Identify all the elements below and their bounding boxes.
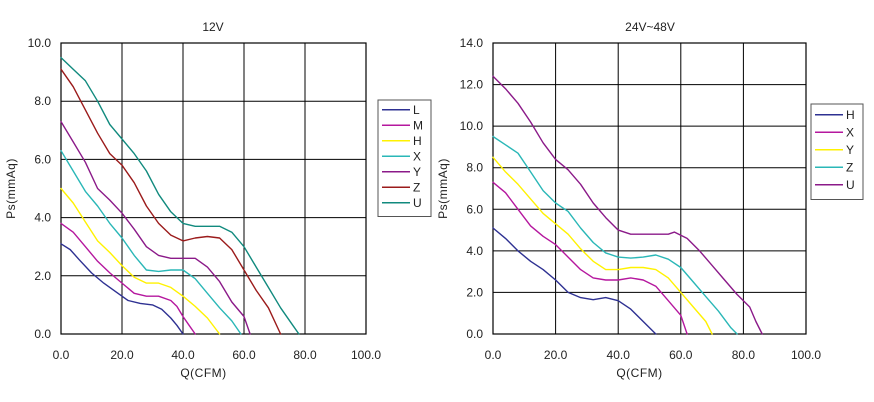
chart1-legend-label-l: L <box>413 103 420 117</box>
chart1-legend-label-z: Z <box>413 180 420 194</box>
chart2-x-tick-label: 40.0 <box>607 348 631 362</box>
chart2-series-x-line <box>492 181 688 335</box>
chart2-y-axis-label: Ps(mmAq) <box>436 158 450 219</box>
chart1-series-h-line <box>60 187 221 335</box>
chart2-y-tick-label: 8.0 <box>466 161 483 175</box>
chart1-y-tick-label: 6.0 <box>34 152 51 166</box>
chart2-series-u-line <box>492 75 763 335</box>
chart1-y-tick-label: 0.0 <box>34 327 51 341</box>
chart1-legend-box <box>377 99 432 217</box>
chart1-series-y-line <box>60 120 251 335</box>
chart1-legend-label-u: U <box>413 196 422 210</box>
chart1-x-tick-label: 0.0 <box>53 348 70 362</box>
chart2-x-tick-label: 80.0 <box>732 348 756 362</box>
chart2-legend-label-y: Y <box>846 143 854 157</box>
chart2-y-tick-label: 14.0 <box>460 36 484 50</box>
chart2-y-tick-label: 12.0 <box>460 78 484 92</box>
chart1-series-m-line <box>60 222 196 335</box>
chart2-x-tick-label: 20.0 <box>544 348 568 362</box>
chart1-y-tick-label: 4.0 <box>34 211 51 225</box>
chart1-x-tick-label: 80.0 <box>293 348 317 362</box>
chart1-y-tick-label: 2.0 <box>34 269 51 283</box>
chart1-y-axis-label: Ps(mmAq) <box>4 158 18 219</box>
chart1-x-axis-label: Q(CFM) <box>180 366 226 380</box>
chart2-series-y-line <box>492 156 713 335</box>
chart2-y-tick-label: 10.0 <box>460 119 484 133</box>
chart1-plot-frame <box>60 42 367 335</box>
chart1-series-z-line <box>60 68 282 335</box>
chart2-plot-frame <box>492 42 807 335</box>
chart1-title: 12V <box>202 20 223 34</box>
chart2-y-tick-label: 4.0 <box>466 244 483 258</box>
chart2-legend-label-z: Z <box>846 160 853 174</box>
chart2-y-tick-label: 2.0 <box>466 285 483 299</box>
chart1-y-tick-label: 8.0 <box>34 94 51 108</box>
chart2-x-tick-label: 100.0 <box>791 348 821 362</box>
chart1-legend-label-m: M <box>413 118 423 132</box>
chart1-series-u-line <box>60 56 300 335</box>
chart2-legend-label-h: H <box>846 108 855 122</box>
chart2-y-tick-label: 6.0 <box>466 202 483 216</box>
chart1-legend-label-h: H <box>413 134 422 148</box>
chart1-x-tick-label: 40.0 <box>171 348 195 362</box>
chart1-legend-label-y: Y <box>413 165 421 179</box>
chart2-x-tick-label: 0.0 <box>485 348 502 362</box>
chart2-x-tick-label: 60.0 <box>669 348 693 362</box>
chart2-x-axis-label: Q(CFM) <box>616 366 662 380</box>
chart2-legend-label-x: X <box>846 125 854 139</box>
chart2-series-z-line <box>492 135 738 335</box>
chart1-x-tick-label: 100.0 <box>351 348 381 362</box>
chart1-series-l-line <box>60 243 184 335</box>
chart1-y-tick-label: 10.0 <box>28 36 52 50</box>
chart2-legend-label-u: U <box>846 178 855 192</box>
chart1-x-tick-label: 60.0 <box>232 348 256 362</box>
chart2-legend-box <box>810 103 864 200</box>
chart2-series-h-line <box>492 227 657 335</box>
chart2-y-tick-label: 0.0 <box>466 327 483 341</box>
chart1-legend-label-x: X <box>413 149 421 163</box>
chart1-series-x-line <box>60 150 242 335</box>
chart1-x-tick-label: 20.0 <box>110 348 134 362</box>
chart2-title: 24V~48V <box>625 20 675 34</box>
